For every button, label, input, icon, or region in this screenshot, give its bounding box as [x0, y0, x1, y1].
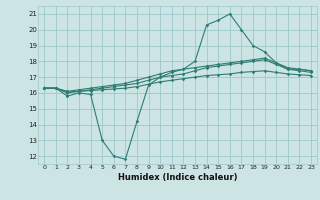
X-axis label: Humidex (Indice chaleur): Humidex (Indice chaleur) [118, 173, 237, 182]
